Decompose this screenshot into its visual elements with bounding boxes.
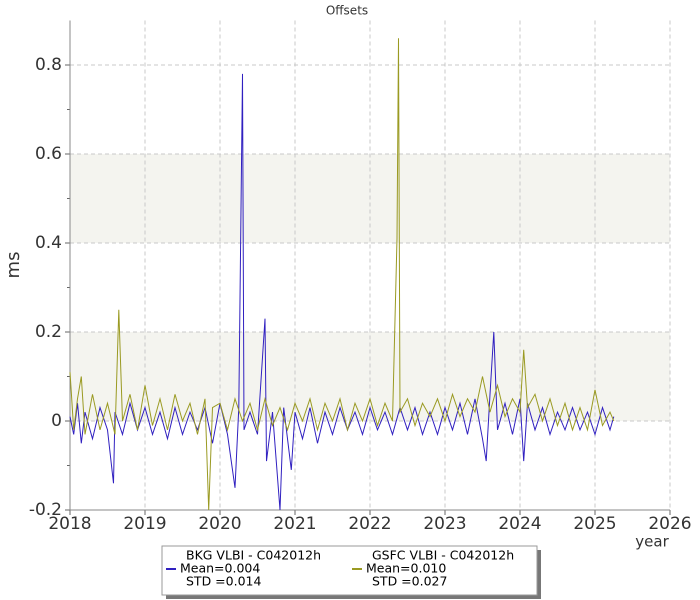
chart-title: Offsets — [326, 4, 368, 18]
y-axis-label: ms — [3, 252, 24, 279]
x-tick-label: 2025 — [573, 514, 616, 534]
y-tick-label: 0 — [51, 411, 62, 431]
legend — [161, 545, 538, 596]
legend-stat: STD =0.014 — [186, 574, 261, 589]
x-tick-label: 2023 — [423, 514, 466, 534]
x-axis-label: year — [635, 533, 669, 551]
legend-label: BKG VLBI - C042012h — [186, 548, 321, 563]
x-tick-label: 2022 — [348, 514, 391, 534]
y-tick-label: -0.2 — [29, 500, 62, 520]
data-line — [69, 73, 615, 511]
y-tick-label: 0.2 — [35, 322, 62, 342]
x-tick-label: 2019 — [123, 514, 166, 534]
data-line — [69, 38, 615, 511]
y-tick-label: 0.8 — [35, 55, 62, 75]
x-tick-label: 2018 — [48, 514, 91, 534]
y-tick-label: 0.6 — [35, 144, 62, 164]
legend-stat: STD =0.027 — [372, 574, 447, 589]
x-tick-label: 2020 — [198, 514, 241, 534]
legend-stat: Mean=0.004 — [180, 561, 260, 576]
x-tick-label: 2024 — [498, 514, 541, 534]
y-tick-label: 0.4 — [35, 233, 62, 253]
legend-label: GSFC VLBI - C042012h — [372, 548, 514, 563]
x-tick-label: 2026 — [648, 514, 691, 534]
x-tick-label: 2021 — [273, 514, 316, 534]
legend-stat: Mean=0.010 — [366, 561, 446, 576]
